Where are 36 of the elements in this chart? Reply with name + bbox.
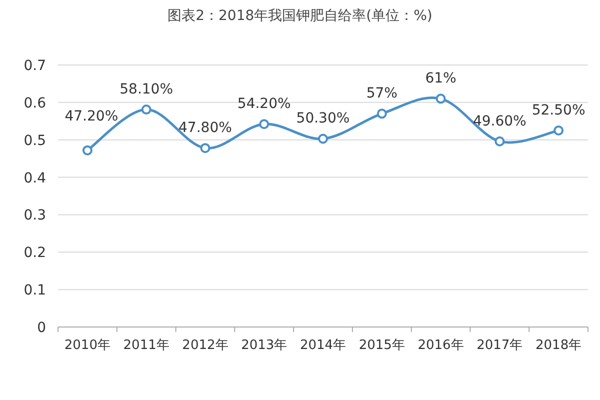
x-tick-label: 2012年 xyxy=(182,338,228,353)
y-tick-label: 0.2 xyxy=(24,245,46,262)
x-tick-label: 2018年 xyxy=(536,338,582,353)
chart-title: 图表2：2018年我国钾肥自给率(单位：%) xyxy=(168,8,432,24)
data-label: 47.80% xyxy=(178,120,232,136)
data-label: 47.20% xyxy=(64,108,118,124)
data-label: 50.30% xyxy=(296,110,350,127)
point xyxy=(82,145,92,156)
x-tick-label: 2011年 xyxy=(123,338,170,353)
y-tick-label: 0.7 xyxy=(24,58,46,74)
x-tick-label: 2013年 xyxy=(241,338,288,353)
x-tick-label: 2016年 xyxy=(418,338,464,353)
point xyxy=(436,94,446,104)
x-tick-label: 2015年 xyxy=(358,338,405,353)
y-tick-label: 0.3 xyxy=(24,208,46,224)
data-label: 49.60% xyxy=(472,113,526,130)
x-tick-label: 2010年 xyxy=(64,338,110,353)
point xyxy=(494,136,505,146)
x-tick-label: 2014年 xyxy=(300,338,346,353)
data-label: 58.10% xyxy=(120,82,174,98)
point xyxy=(259,119,270,130)
data-label: 52.50% xyxy=(532,102,586,118)
y-tick-label: 0.4 xyxy=(24,170,46,186)
x-tick-label: 2017年 xyxy=(476,338,523,353)
y-tick-label: 0.1 xyxy=(24,282,46,299)
data-label: 57% xyxy=(366,86,398,102)
y-tick-label: 0.5 xyxy=(24,132,46,149)
point xyxy=(200,143,210,154)
point xyxy=(318,134,328,144)
point xyxy=(141,104,152,115)
data-label: 54.20% xyxy=(237,96,291,112)
point xyxy=(376,108,387,119)
y-tick-label: 0.6 xyxy=(24,95,46,112)
y-tick-label: 0 xyxy=(37,320,46,336)
data-label: 61% xyxy=(425,70,456,87)
point xyxy=(554,126,564,136)
